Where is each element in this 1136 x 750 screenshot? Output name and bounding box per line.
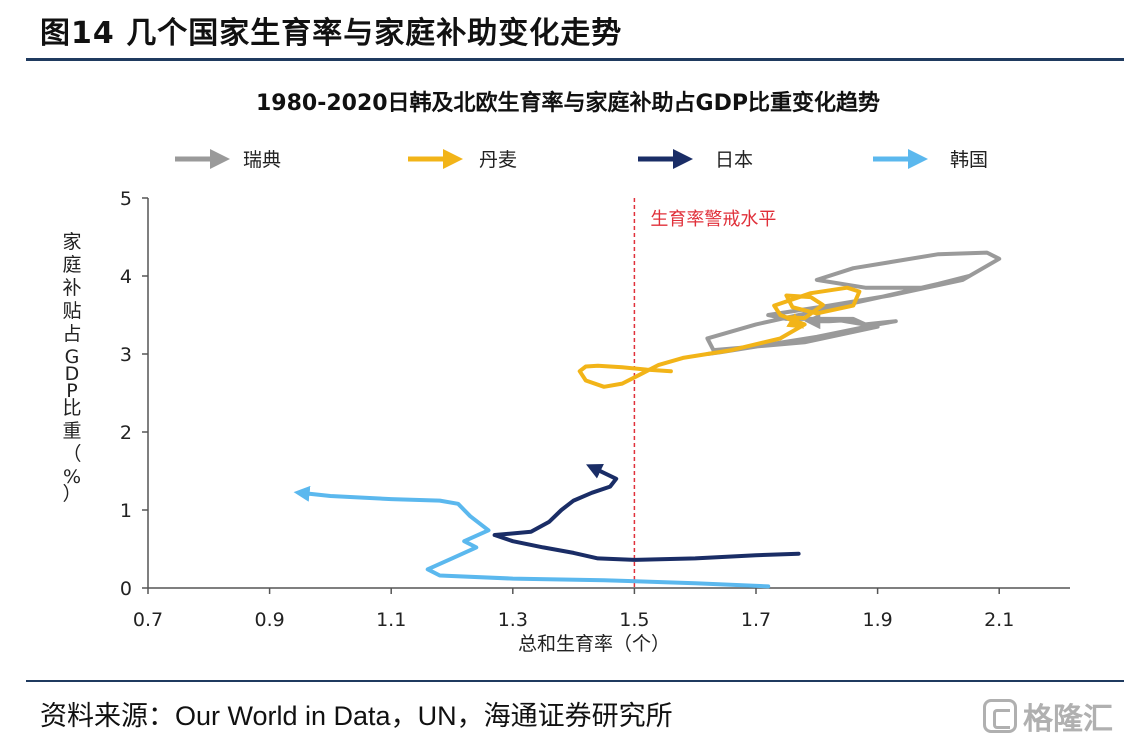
y-axis-label-char: 补	[62, 277, 81, 299]
y-axis-label-char: 庭	[62, 254, 81, 276]
legend-item-korea: 韩国	[873, 149, 988, 171]
legend-label-denmark: 丹麦	[479, 149, 517, 171]
y-axis-label-char: 占	[62, 323, 81, 345]
y-tick-label: 4	[120, 266, 132, 288]
x-tick-label: 1.1	[376, 609, 406, 631]
legend-item-denmark: 丹麦	[408, 149, 517, 171]
series-line-denmark	[577, 285, 862, 389]
legend-label-sweden: 瑞典	[243, 149, 281, 171]
watermark-logo-icon	[983, 699, 1017, 733]
x-axis: 0.7 0.9 1.1 1.3 1.5 1.7 1.9 2.1	[133, 587, 1070, 631]
top-rule	[26, 58, 1124, 61]
legend-item-japan: 日本	[638, 149, 753, 171]
bottom-rule	[26, 680, 1124, 682]
legend: 瑞典 丹麦 日本 韩国	[175, 149, 988, 171]
x-tick-label: 0.9	[254, 609, 284, 631]
x-tick-label: 1.7	[741, 609, 771, 631]
x-tick-label: 1.9	[862, 609, 892, 631]
series-line-sweden	[705, 250, 1002, 356]
figure-title: 图14 几个国家生育率与家庭补助变化走势	[40, 16, 623, 51]
y-axis-label-char: 重	[62, 420, 81, 442]
x-tick-label: 1.3	[498, 609, 528, 631]
chart-title: 1980-2020日韩及北欧生育率与家庭补助占GDP比重变化趋势	[256, 90, 880, 116]
y-axis: 0 1 2 3 4 5	[120, 188, 149, 600]
series-line-korea	[293, 485, 771, 589]
y-tick-label: 1	[120, 500, 132, 522]
reference-line-group: 生育率警戒水平	[633, 198, 776, 588]
series-group	[293, 250, 1002, 589]
y-axis-label-char: %	[63, 466, 81, 488]
y-axis-label-char: ）	[62, 483, 81, 505]
watermark-text: 格隆汇	[1023, 702, 1113, 737]
y-tick-label: 2	[120, 422, 132, 444]
x-tick-label: 2.1	[984, 609, 1014, 631]
y-axis-label-char: （	[62, 443, 81, 465]
series-line-japan	[492, 464, 801, 562]
y-axis-label-char: P	[66, 380, 77, 402]
y-axis-label-char: 比	[62, 397, 81, 419]
x-tick-label: 1.5	[619, 609, 649, 631]
y-axis-label-char: G	[65, 346, 80, 368]
y-tick-label: 3	[120, 344, 132, 366]
legend-item-sweden: 瑞典	[175, 149, 281, 171]
y-tick-label: 0	[120, 578, 132, 600]
legend-label-korea: 韩国	[950, 149, 988, 171]
chart-canvas: 1980-2020日韩及北欧生育率与家庭补助占GDP比重变化趋势 瑞典 丹麦 日…	[62, 90, 1070, 655]
x-axis-label: 总和生育率（个）	[518, 633, 670, 655]
legend-label-japan: 日本	[715, 149, 753, 171]
y-tick-label: 5	[120, 188, 132, 210]
reference-line-label: 生育率警戒水平	[650, 209, 776, 230]
x-tick-label: 0.7	[133, 609, 163, 631]
y-axis-label-char: D	[65, 363, 80, 385]
watermark: 格隆汇	[983, 694, 1113, 738]
y-axis-label-char: 家	[62, 231, 81, 253]
source-note: 资料来源：Our World in Data，UN，海通证券研究所	[40, 701, 673, 731]
y-axis-label-char: 贴	[62, 300, 81, 322]
